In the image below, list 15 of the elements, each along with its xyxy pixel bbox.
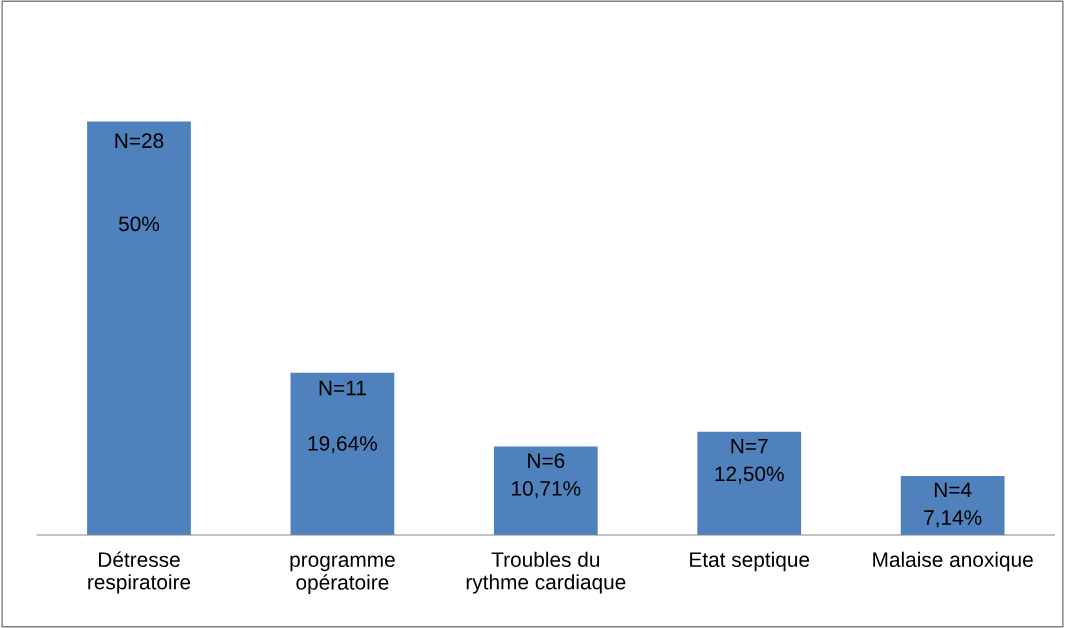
data-label: N=4 7,14% — [924, 482, 982, 528]
bar — [493, 446, 598, 536]
bar — [900, 476, 1005, 536]
x-tick-label: Troubles du rythme cardiaque — [466, 551, 626, 594]
bar — [697, 431, 802, 536]
data-label: N=6 10,71% — [512, 453, 581, 499]
data-label: N=7 12,50% — [715, 438, 784, 484]
x-tick-label: Etat septique — [690, 551, 810, 572]
text: N=28 50% — [115, 133, 164, 232]
x-tick-label: Détresse respiratoire — [88, 551, 191, 594]
x-tick-label: Malaise anoxique — [873, 551, 1033, 572]
x-tick-label: programme opératoire — [290, 555, 395, 594]
bar — [290, 372, 395, 536]
text: N=11 19,64% — [308, 380, 377, 454]
bar — [87, 121, 191, 536]
